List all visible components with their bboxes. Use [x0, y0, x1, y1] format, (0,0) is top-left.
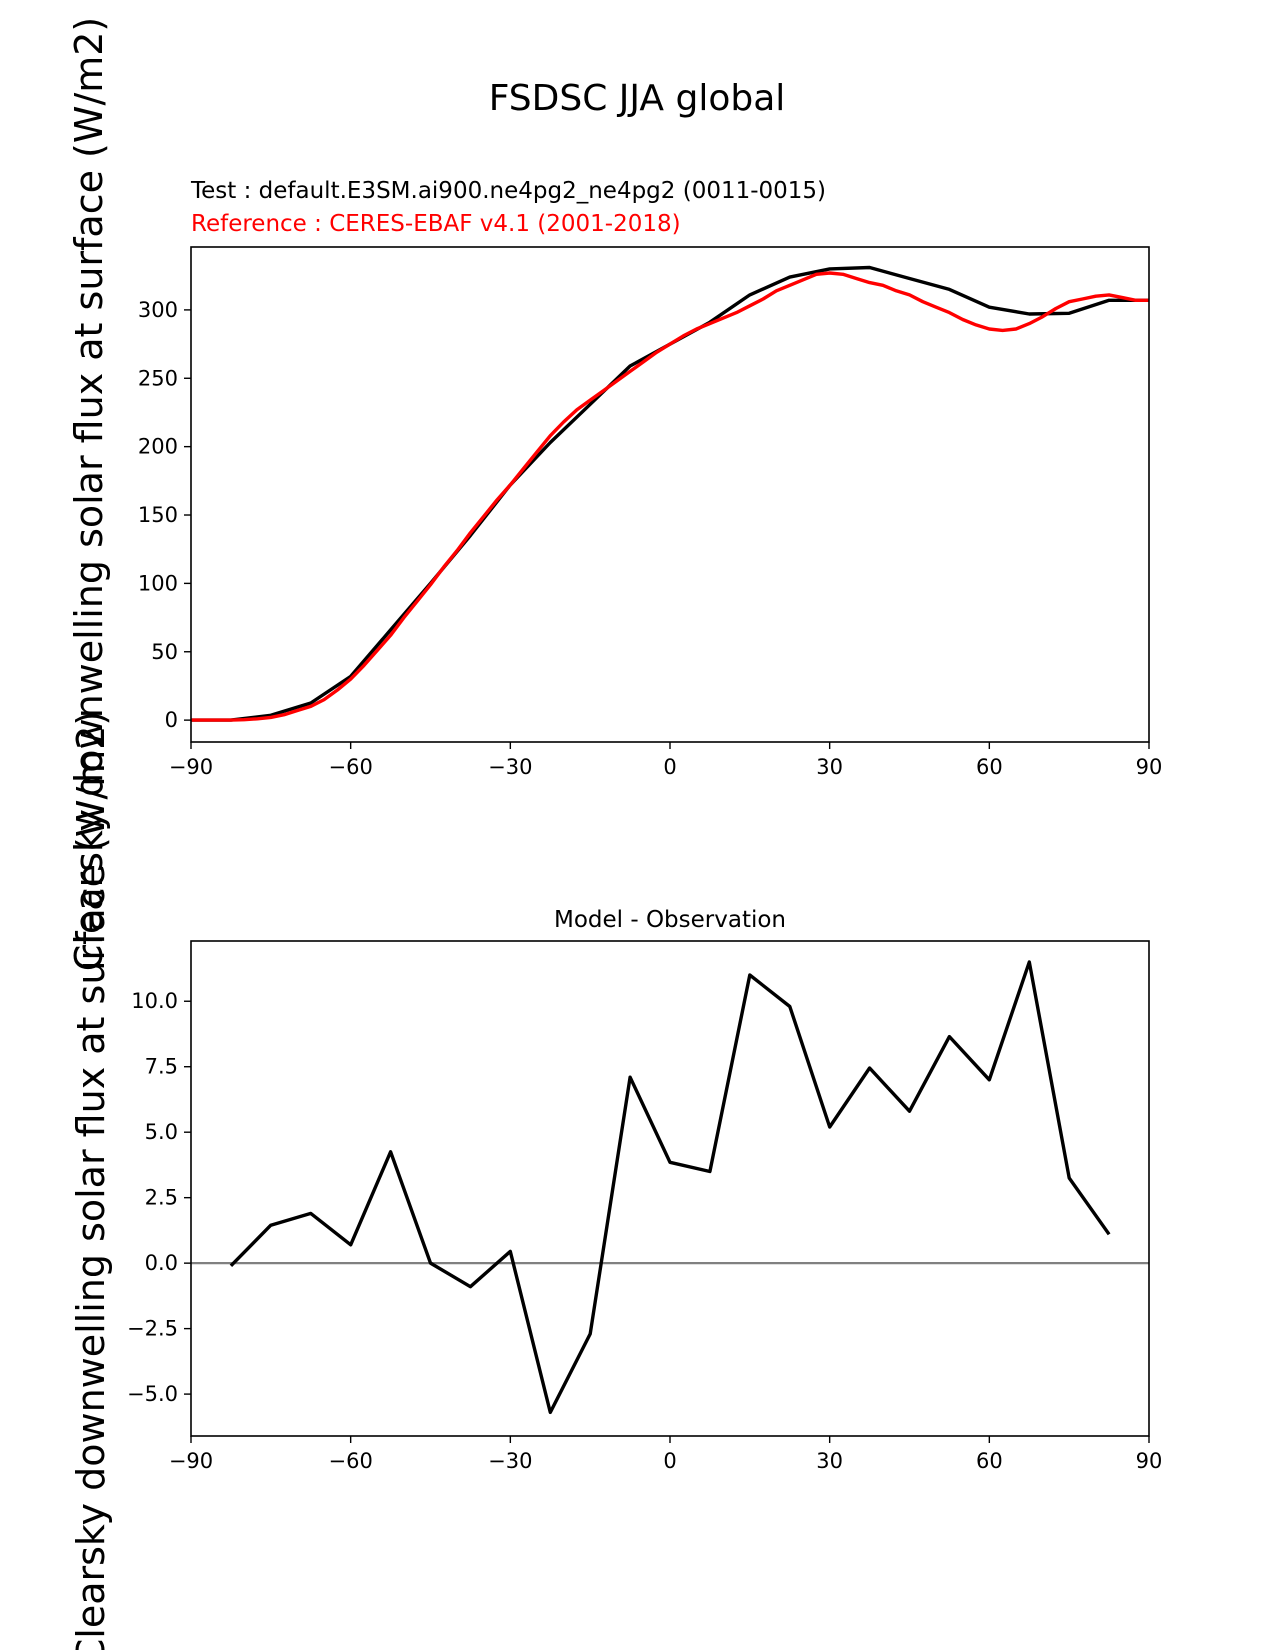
bottom-x-tick-label: −30: [488, 1449, 532, 1473]
bottom-y-tick-label: 10.0: [131, 989, 178, 1013]
bottom-axis-ticks: −90 −60 −30 0 30 60 90 −5.0 −2.5 0.0 2.5 5.0 7.5 10.0: [127, 989, 1162, 1473]
top-x-tick-label: −30: [488, 755, 532, 779]
top-x-tick-label: 60: [976, 755, 1003, 779]
bottom-x-tick-label: −90: [169, 1449, 213, 1473]
top-x-tick-label: −60: [329, 755, 373, 779]
bottom-y-tick-label: 2.5: [145, 1186, 178, 1210]
bottom-y-tick-label: 5.0: [145, 1120, 178, 1144]
top-panel: Test : default.E3SM.ai900.ne4pg2_ne4pg2 …: [138, 178, 1162, 779]
bottom-series-line-0: [229, 960, 1111, 1415]
top-y-tick-label: 100: [138, 571, 178, 595]
bottom-x-tick-label: 60: [976, 1449, 1003, 1473]
bottom-x-tick-label: 90: [1136, 1449, 1163, 1473]
bottom-y-axis-label: Clearsky downwelling solar flux at surfa…: [69, 711, 113, 1650]
top-plot-marks: [191, 265, 1149, 722]
bottom-y-tick-label: −2.5: [127, 1317, 178, 1341]
top-x-tick-label: 90: [1136, 755, 1163, 779]
bottom-panel: Model - Observation −90 −60 −30 0 30 60 90 −5.0…: [127, 907, 1162, 1473]
bottom-y-tick-label: 0.0: [145, 1251, 178, 1275]
bottom-y-tick-label: −5.0: [127, 1382, 178, 1406]
top-y-tick-label: 250: [138, 366, 178, 390]
difference-title: Model - Observation: [554, 907, 786, 933]
top-axis-ticks: −90 −60 −30 0 30 60 90 0 50 100 150 200 250 300: [138, 298, 1162, 779]
top-y-axis-label: Clearsky downwelling solar flux at surfa…: [67, 17, 111, 972]
top-y-tick-label: 300: [138, 298, 178, 322]
top-x-tick-label: 0: [663, 755, 676, 779]
bottom-x-tick-label: 0: [663, 1449, 676, 1473]
top-x-tick-label: 30: [816, 755, 843, 779]
top-series-line-1: [191, 271, 1149, 722]
top-x-tick-label: −90: [169, 755, 213, 779]
figure-title: FSDSC JJA global: [489, 78, 786, 119]
top-y-tick-label: 0: [165, 708, 178, 732]
bottom-y-tick-label: 7.5: [145, 1055, 178, 1079]
top-y-tick-label: 150: [138, 503, 178, 527]
bottom-plot-marks: [191, 960, 1149, 1415]
top-y-tick-label: 50: [151, 640, 178, 664]
reference-label: Reference : CERES-EBAF v4.1 (2001-2018): [191, 211, 681, 237]
bottom-x-tick-label: 30: [816, 1449, 843, 1473]
test-label: Test : default.E3SM.ai900.ne4pg2_ne4pg2 …: [190, 178, 826, 204]
top-y-tick-label: 200: [138, 435, 178, 459]
bottom-x-tick-label: −60: [329, 1449, 373, 1473]
